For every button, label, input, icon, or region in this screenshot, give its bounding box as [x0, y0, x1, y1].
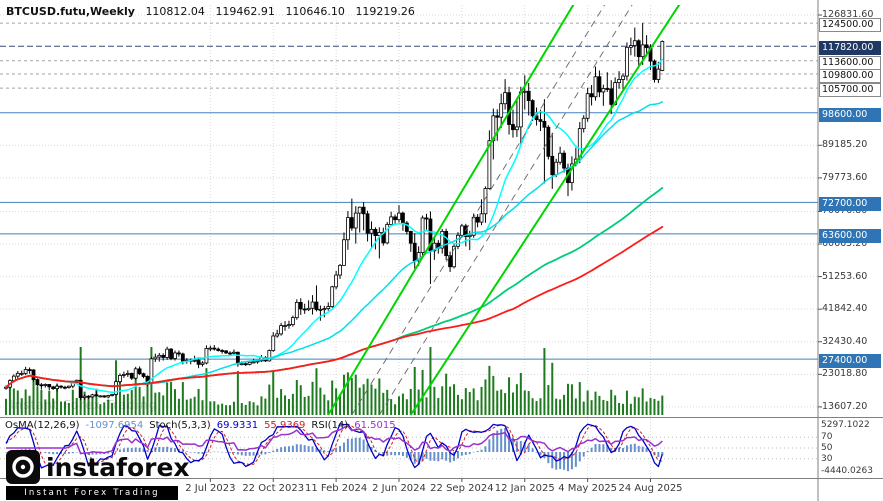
trend-lines[interactable]	[327, 1, 682, 416]
instaforex-logo: instaforex Instant Forex Trading	[6, 450, 190, 500]
indicator-header-item: Stoch(5,3,3)	[149, 420, 211, 431]
brand-name: instaforex	[46, 452, 190, 482]
candlesticks	[4, 23, 665, 401]
ohlc-open: 110812.04	[145, 5, 205, 18]
indicator-header-item: 61.5015	[354, 420, 396, 431]
symbol-name: BTCUSD.futu,Weekly	[6, 5, 135, 18]
indicator-header-item: -1097.6954	[85, 420, 144, 431]
brand-tagline: Instant Forex Trading	[6, 486, 178, 500]
ohlc-close: 119219.26	[355, 5, 415, 18]
indicator-header-item: 69.9331	[216, 420, 259, 431]
indicator-header-item: 55.9369	[264, 420, 306, 431]
ohlc-high: 119462.91	[215, 5, 275, 18]
indicator-header: OsMA(12,26,9) -1097.6954 Stoch(5,3,3) 69.93…	[5, 420, 402, 431]
indicator-header-item: RSI(14)	[311, 420, 349, 431]
instaforex-logo-icon	[6, 450, 40, 484]
ohlc-low: 110646.10	[285, 5, 345, 18]
indicator-header-item: OsMA(12,26,9)	[5, 420, 80, 431]
symbol-header: BTCUSD.futu,Weekly 110812.04 119462.91 1…	[6, 5, 422, 18]
oscillator-panel	[0, 423, 818, 472]
watermark-text: Instant Forex Trading	[10, 398, 158, 412]
moving-averages	[5, 58, 664, 394]
